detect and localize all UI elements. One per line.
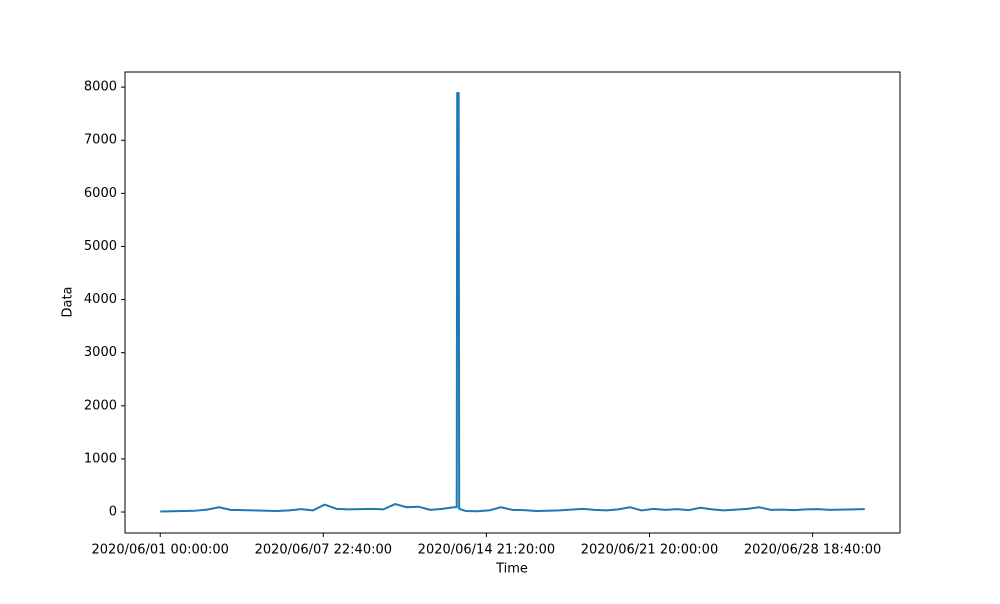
y-tick-label: 6000 <box>84 186 117 201</box>
y-tick-label: 3000 <box>84 345 117 360</box>
y-tick-label: 1000 <box>84 451 117 466</box>
y-tick-label: 4000 <box>84 292 117 307</box>
x-tick-label: 2020/06/28 18:40:00 <box>744 543 881 558</box>
data-line <box>160 91 865 513</box>
x-axis-label: Time <box>495 562 528 577</box>
y-axis-label: Data <box>61 286 76 317</box>
x-tick-label: 2020/06/07 22:40:00 <box>255 543 392 558</box>
y-tick-label: 5000 <box>84 239 117 254</box>
plot-frame <box>124 71 901 534</box>
x-tick-label: 2020/06/01 00:00:00 <box>92 543 229 558</box>
x-tick-label: 2020/06/14 21:20:00 <box>418 543 555 558</box>
y-tick-label: 8000 <box>84 80 117 95</box>
x-tick-label: 2020/06/21 20:00:00 <box>581 543 718 558</box>
y-tick-label: 7000 <box>84 133 117 148</box>
y-tick-label: 2000 <box>84 398 117 413</box>
y-tick-label: 0 <box>109 505 117 520</box>
